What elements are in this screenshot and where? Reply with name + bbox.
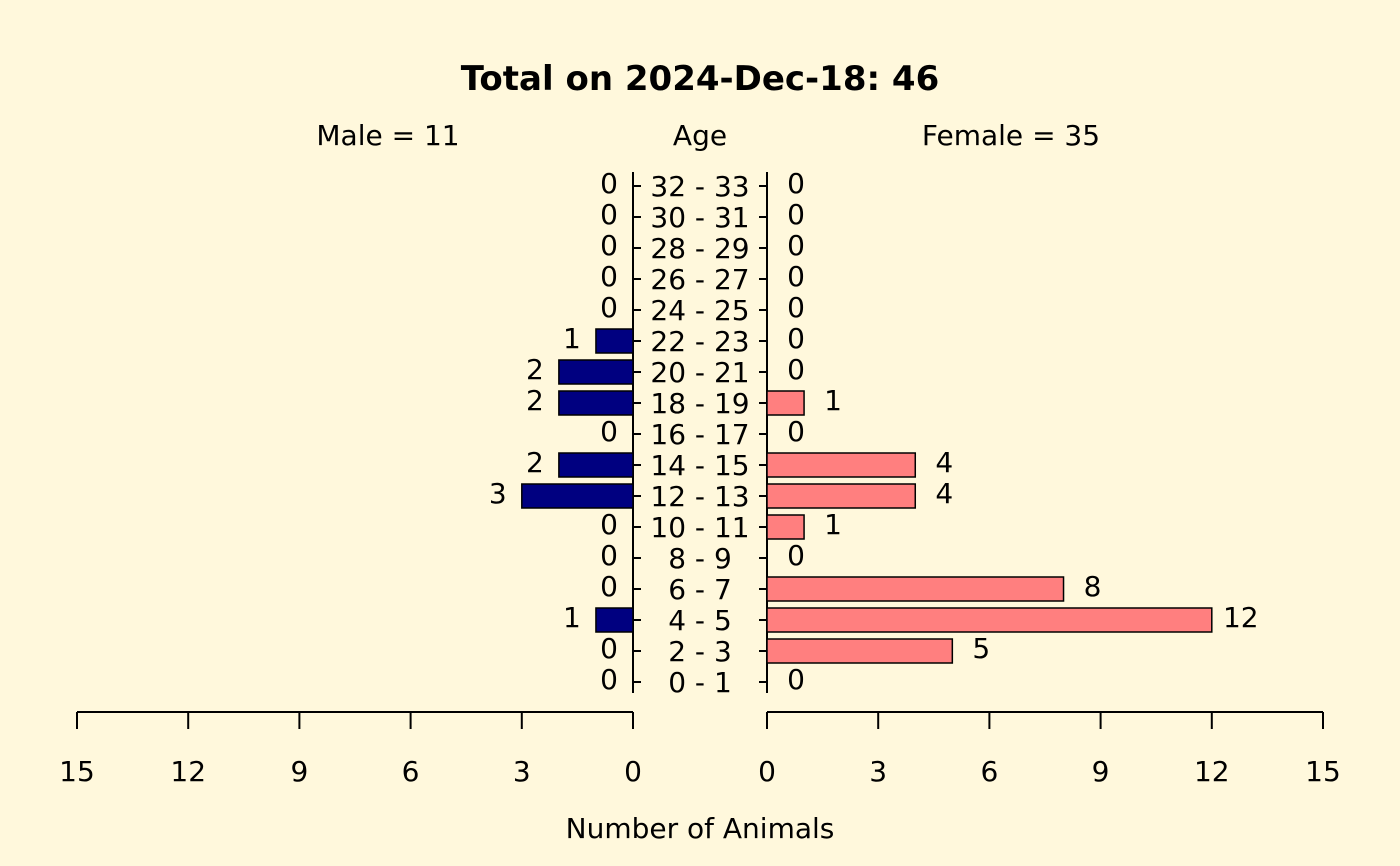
age-category-label: 14 - 15 <box>650 449 749 482</box>
female-bar <box>766 607 1213 633</box>
female-value-label: 0 <box>787 167 805 200</box>
age-category-label: 26 - 27 <box>650 263 749 296</box>
female-value-label: 1 <box>824 384 842 417</box>
age-category-label: 6 - 7 <box>668 573 732 606</box>
age-category-label: 30 - 31 <box>650 201 749 234</box>
male-value-label: 0 <box>600 198 618 231</box>
male-value-label: 0 <box>600 229 618 262</box>
age-category-label: 32 - 33 <box>650 170 749 203</box>
male-value-label: 0 <box>600 508 618 541</box>
female-value-label: 4 <box>935 477 953 510</box>
female-value-label: 0 <box>787 322 805 355</box>
age-category-label: 10 - 11 <box>650 511 749 544</box>
female-bar <box>766 452 917 478</box>
male-bar <box>558 390 634 416</box>
female-bar <box>766 576 1065 602</box>
chart-title: Total on 2024-Dec-18: 46 <box>461 59 939 99</box>
male-bar <box>595 607 634 633</box>
age-category-label: 2 - 3 <box>668 635 732 668</box>
age-category-label: 12 - 13 <box>650 480 749 513</box>
female-x-tick-label: 9 <box>1092 755 1110 788</box>
age-category-label: 22 - 23 <box>650 325 749 358</box>
female-value-label: 0 <box>787 198 805 231</box>
male-value-label: 3 <box>489 477 507 510</box>
male-total-label: Male = 11 <box>316 119 459 152</box>
female-x-tick-label: 15 <box>1305 755 1341 788</box>
male-x-tick-label: 3 <box>513 755 531 788</box>
age-category-label: 28 - 29 <box>650 232 749 265</box>
age-category-label: 16 - 17 <box>650 418 749 451</box>
male-value-label: 0 <box>600 539 618 572</box>
male-x-tick-label: 6 <box>402 755 420 788</box>
female-value-label: 0 <box>787 539 805 572</box>
age-category-label: 24 - 25 <box>650 294 749 327</box>
age-category-label: 8 - 9 <box>668 542 732 575</box>
age-category-label: 20 - 21 <box>650 356 749 389</box>
male-value-label: 2 <box>526 353 544 386</box>
male-x-tick-label: 9 <box>290 755 308 788</box>
female-value-label: 0 <box>787 663 805 696</box>
male-value-label: 0 <box>600 260 618 293</box>
female-value-label: 5 <box>972 632 990 665</box>
male-value-label: 2 <box>526 384 544 417</box>
female-value-label: 12 <box>1223 601 1259 634</box>
male-value-label: 1 <box>563 322 581 355</box>
male-value-label: 0 <box>600 291 618 324</box>
female-bar <box>766 390 805 416</box>
male-x-tick-label: 12 <box>170 755 206 788</box>
male-value-label: 0 <box>600 570 618 603</box>
male-bar <box>558 359 634 385</box>
age-category-label: 0 - 1 <box>668 666 732 699</box>
female-value-label: 0 <box>787 229 805 262</box>
x-axis-label: Number of Animals <box>566 812 835 845</box>
male-value-label: 0 <box>600 663 618 696</box>
male-bar <box>595 328 634 354</box>
female-value-label: 0 <box>787 415 805 448</box>
female-total-label: Female = 35 <box>922 119 1100 152</box>
female-value-label: 4 <box>935 446 953 479</box>
female-value-label: 0 <box>787 291 805 324</box>
age-axis-label: Age <box>673 119 727 152</box>
male-value-label: 0 <box>600 632 618 665</box>
female-value-label: 0 <box>787 260 805 293</box>
female-bar <box>766 483 917 509</box>
female-bar <box>766 514 805 540</box>
age-category-label: 4 - 5 <box>668 604 732 637</box>
male-x-tick-label: 0 <box>624 755 642 788</box>
female-x-tick-label: 0 <box>758 755 776 788</box>
male-bar <box>558 452 634 478</box>
male-value-label: 1 <box>563 601 581 634</box>
male-x-tick-label: 15 <box>59 755 95 788</box>
female-bar <box>766 638 954 664</box>
male-value-label: 0 <box>600 167 618 200</box>
chart-marks: 0 - 10 02 - 30 54 - 51 126 - 70 88 - 90 010 -… <box>59 167 1341 788</box>
male-bar <box>521 483 634 509</box>
female-value-label: 8 <box>1084 570 1102 603</box>
female-x-tick-label: 6 <box>980 755 998 788</box>
male-value-label: 0 <box>600 415 618 448</box>
female-value-label: 1 <box>824 508 842 541</box>
female-x-tick-label: 3 <box>869 755 887 788</box>
age-category-label: 18 - 19 <box>650 387 749 420</box>
female-value-label: 0 <box>787 353 805 386</box>
female-x-tick-label: 12 <box>1194 755 1230 788</box>
male-value-label: 2 <box>526 446 544 479</box>
